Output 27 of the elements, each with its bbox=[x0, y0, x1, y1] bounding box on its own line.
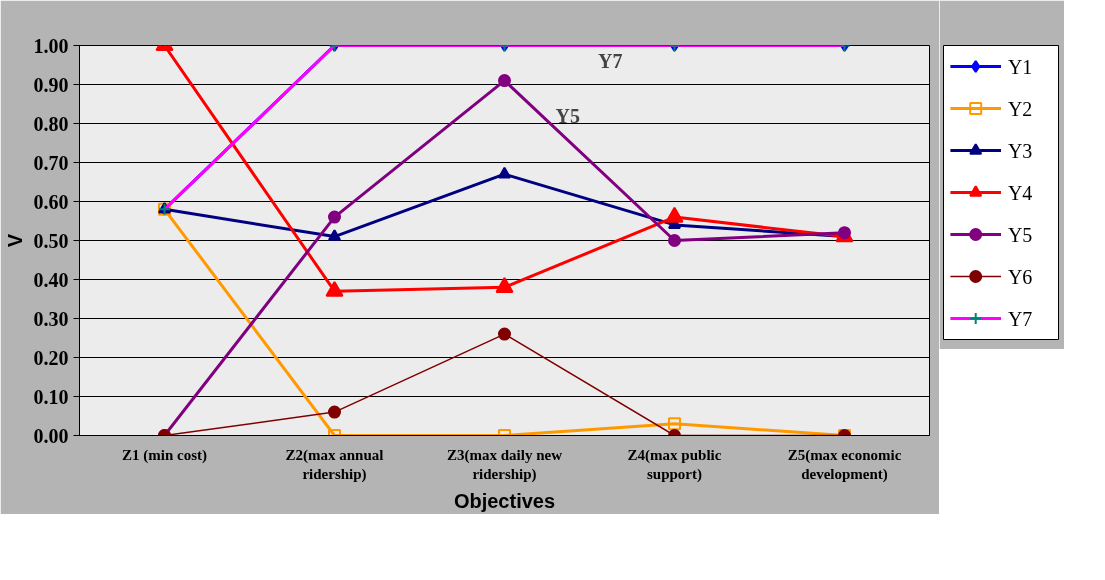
y-tick-label: 0.90 bbox=[33, 73, 69, 96]
x-axis-title: Objectives bbox=[453, 489, 556, 512]
x-tick-label: Z3(max daily new ridership) bbox=[447, 446, 563, 483]
x-tick-label: Z2(max annual ridership) bbox=[285, 446, 384, 483]
legend-label: Y5 bbox=[1007, 223, 1033, 246]
y-tick-label: 0.30 bbox=[33, 307, 69, 330]
x-tick-label: Z5(max economic development) bbox=[787, 446, 902, 483]
legend-label: Y2 bbox=[1007, 97, 1033, 120]
y-tick-label: 0.00 bbox=[33, 424, 69, 447]
legend-label: Y7 bbox=[1007, 307, 1033, 330]
y-tick-label: 0.50 bbox=[33, 229, 69, 252]
y-tick-label: 0.20 bbox=[33, 346, 69, 369]
y-tick-label: 1.00 bbox=[33, 34, 69, 57]
x-tick-label: Z1 (min cost) bbox=[122, 446, 207, 464]
y-tick-label: 0.40 bbox=[33, 268, 69, 291]
legend-label: Y4 bbox=[1007, 181, 1033, 204]
x-tick-label: Z4(max public support) bbox=[627, 446, 722, 483]
annotation: Y5 bbox=[555, 105, 580, 128]
legend-label: Y1 bbox=[1007, 55, 1033, 78]
y-tick-label: 0.60 bbox=[33, 190, 69, 213]
y-tick-label: 0.80 bbox=[33, 112, 69, 135]
legend-label: Y3 bbox=[1007, 139, 1033, 162]
legend-label: Y6 bbox=[1007, 265, 1033, 288]
y-tick-label: 0.10 bbox=[33, 385, 69, 408]
annotation: Y7 bbox=[598, 49, 623, 72]
y-axis-title: V bbox=[3, 233, 26, 248]
y-tick-label: 0.70 bbox=[33, 151, 69, 174]
